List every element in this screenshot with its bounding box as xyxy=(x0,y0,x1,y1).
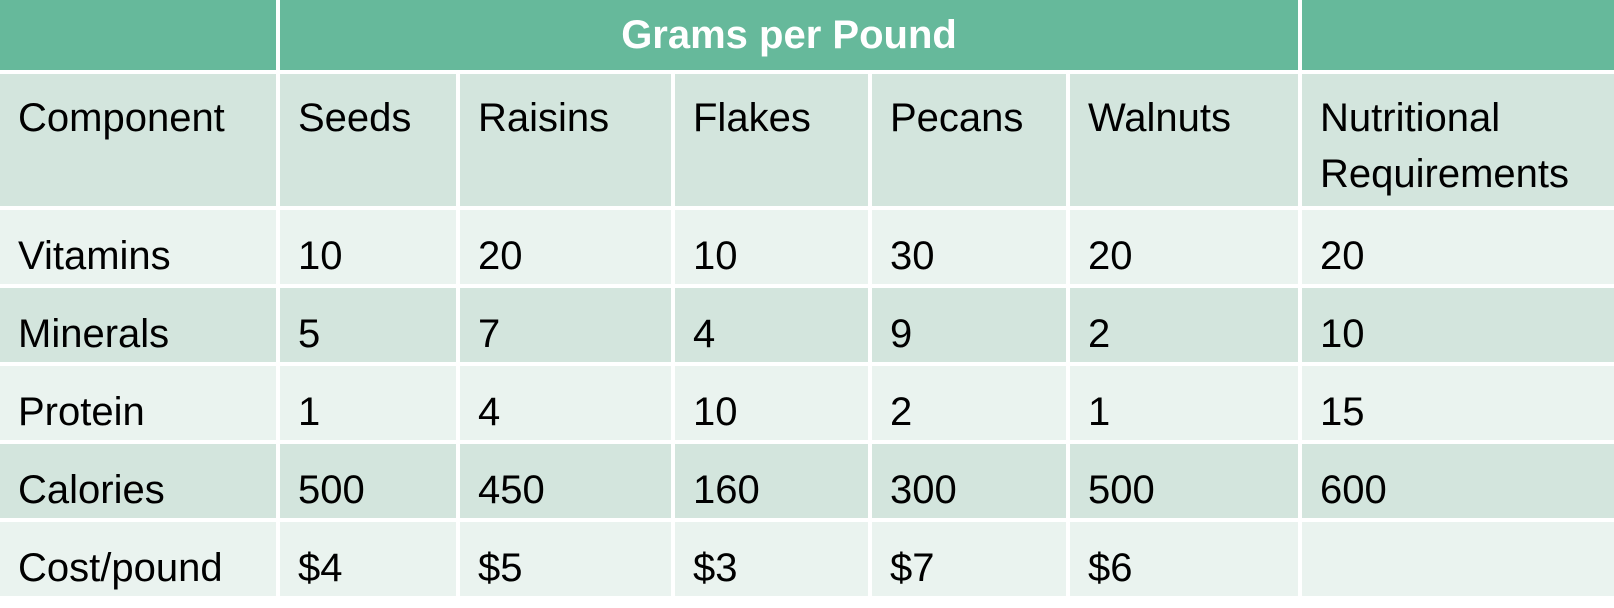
table-cell: $6 xyxy=(1070,522,1302,600)
table-cell: 5 xyxy=(280,288,460,366)
column-header-seeds: Seeds xyxy=(280,74,460,210)
table-cell: 10 xyxy=(675,210,872,288)
table-cell: 300 xyxy=(872,444,1070,522)
table-row-label: Vitamins xyxy=(0,210,280,288)
table-cell: 10 xyxy=(280,210,460,288)
column-header-pecans: Pecans xyxy=(872,74,1070,210)
table-cell: $5 xyxy=(460,522,675,600)
table-row-label: Protein xyxy=(0,366,280,444)
table-row-label: Cost/pound xyxy=(0,522,280,600)
column-header-nutritional-requirements: Nutritional Requirements xyxy=(1302,74,1614,210)
header-empty-right xyxy=(1302,0,1614,74)
header-empty-left xyxy=(0,0,280,74)
table-cell: 2 xyxy=(872,366,1070,444)
group-header-grams-per-pound: Grams per Pound xyxy=(280,0,1302,74)
table-cell: 160 xyxy=(675,444,872,522)
table-cell-empty xyxy=(1302,522,1614,600)
column-header-raisins: Raisins xyxy=(460,74,675,210)
table-cell: 500 xyxy=(1070,444,1302,522)
table-cell: 600 xyxy=(1302,444,1614,522)
table-cell: $3 xyxy=(675,522,872,600)
table-cell: 4 xyxy=(460,366,675,444)
column-header-component: Component xyxy=(0,74,280,210)
table-cell: 4 xyxy=(675,288,872,366)
table-cell: 20 xyxy=(1070,210,1302,288)
table-cell: 20 xyxy=(460,210,675,288)
table-cell: 450 xyxy=(460,444,675,522)
table-cell: 2 xyxy=(1070,288,1302,366)
table-cell: 9 xyxy=(872,288,1070,366)
table-cell: $4 xyxy=(280,522,460,600)
table-cell: 500 xyxy=(280,444,460,522)
table-cell: 1 xyxy=(1070,366,1302,444)
table-cell: 15 xyxy=(1302,366,1614,444)
table-row-label: Calories xyxy=(0,444,280,522)
table-cell: $7 xyxy=(872,522,1070,600)
table-cell: 1 xyxy=(280,366,460,444)
table-cell: 10 xyxy=(675,366,872,444)
column-header-walnuts: Walnuts xyxy=(1070,74,1302,210)
column-header-flakes: Flakes xyxy=(675,74,872,210)
table-row-label: Minerals xyxy=(0,288,280,366)
table-cell: 7 xyxy=(460,288,675,366)
table-cell: 20 xyxy=(1302,210,1614,288)
table-cell: 10 xyxy=(1302,288,1614,366)
table-cell: 30 xyxy=(872,210,1070,288)
